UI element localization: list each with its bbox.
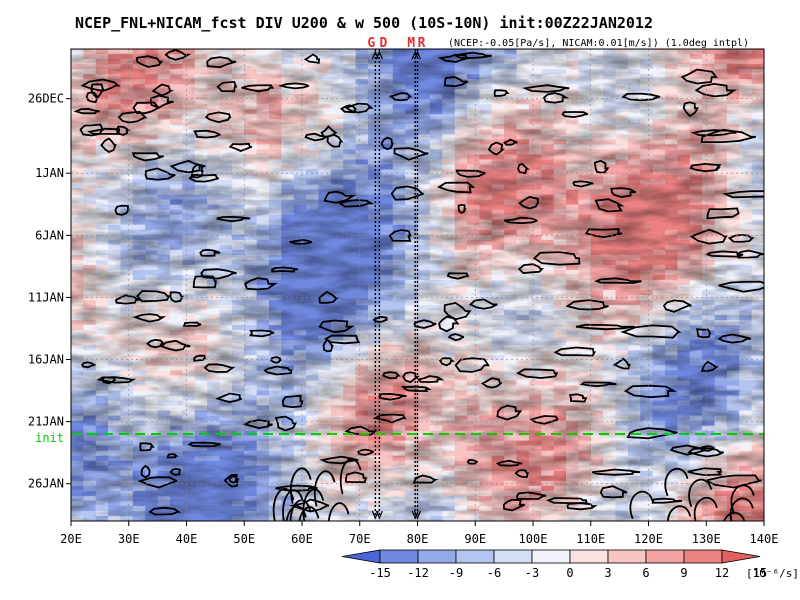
colorbar-swatch <box>531 549 571 564</box>
y-tick-label: 11JAN <box>28 290 64 304</box>
x-tick-label: 30E <box>118 532 140 546</box>
y-tick-label: 16JAN <box>28 353 64 367</box>
colorbar-unit: [10⁻⁶/s] <box>746 567 799 580</box>
colorbar-tick-label: -15 <box>369 566 391 580</box>
colorbar-swatch <box>493 549 533 564</box>
x-tick-label: 20E <box>60 532 82 546</box>
colorbar-tick-label: -12 <box>407 566 429 580</box>
marker-label: D <box>379 36 387 51</box>
colorbar-swatch <box>645 549 685 564</box>
x-tick-label: 70E <box>349 532 371 546</box>
marker-arrow-bottom <box>375 510 383 520</box>
y-tick-label: 6JAN <box>35 228 64 242</box>
colorbar-tick-label: 6 <box>642 566 649 580</box>
y-tick-label: 26DEC <box>28 92 64 106</box>
marker-label: M <box>407 36 415 51</box>
colorbar-swatch <box>607 549 647 564</box>
colorbar-swatch <box>683 549 723 564</box>
marker-label: R <box>418 36 426 51</box>
marker-arrow-top <box>411 50 419 60</box>
colorbar-tick-label: 0 <box>566 566 573 580</box>
colorbar-swatch <box>417 549 457 564</box>
colorbar-swatch <box>379 549 419 564</box>
x-tick-label: 110E <box>576 532 605 546</box>
colorbar-swatch <box>569 549 609 564</box>
x-tick-label: 100E <box>519 532 548 546</box>
marker-arrow-top <box>375 50 383 60</box>
colorbar-swatch <box>721 549 761 564</box>
colorbar-tick-label: 15 <box>753 566 767 580</box>
x-tick-label: 140E <box>750 532 779 546</box>
y-tick-label: 21JAN <box>28 415 64 429</box>
colorbar-swatch <box>455 549 495 564</box>
colorbar-tick-label: -6 <box>487 566 501 580</box>
marker-arrow-top <box>413 50 422 60</box>
x-tick-label: 90E <box>464 532 486 546</box>
x-tick-label: 50E <box>233 532 255 546</box>
colorbar-tick-label: -9 <box>449 566 463 580</box>
x-tick-label: 60E <box>291 532 313 546</box>
x-tick-label: 130E <box>692 532 721 546</box>
chart-title: NCEP_FNL+NICAM_fcst DIV U200 & w 500 (10… <box>75 14 653 32</box>
chart-subtitle: (NCEP:-0.05[Pa/s], NICAM:0.01[m/s]) (1.0… <box>448 38 749 49</box>
x-tick-label: 120E <box>634 532 663 546</box>
colorbar-tick-label: 12 <box>715 566 729 580</box>
colorbar-tick-label: 9 <box>680 566 687 580</box>
plot-area <box>71 49 764 521</box>
colorbar-swatch <box>341 549 381 564</box>
init-label: init <box>35 431 64 445</box>
marker-label: G <box>367 36 375 51</box>
marker-arrow-bottom <box>413 510 422 520</box>
x-tick-label: 80E <box>407 532 429 546</box>
colorbar-tick-label: 3 <box>604 566 611 580</box>
y-tick-label: 26JAN <box>28 477 64 491</box>
x-tick-label: 40E <box>176 532 198 546</box>
y-tick-label: 1JAN <box>35 166 64 180</box>
colorbar-tick-label: -3 <box>525 566 539 580</box>
